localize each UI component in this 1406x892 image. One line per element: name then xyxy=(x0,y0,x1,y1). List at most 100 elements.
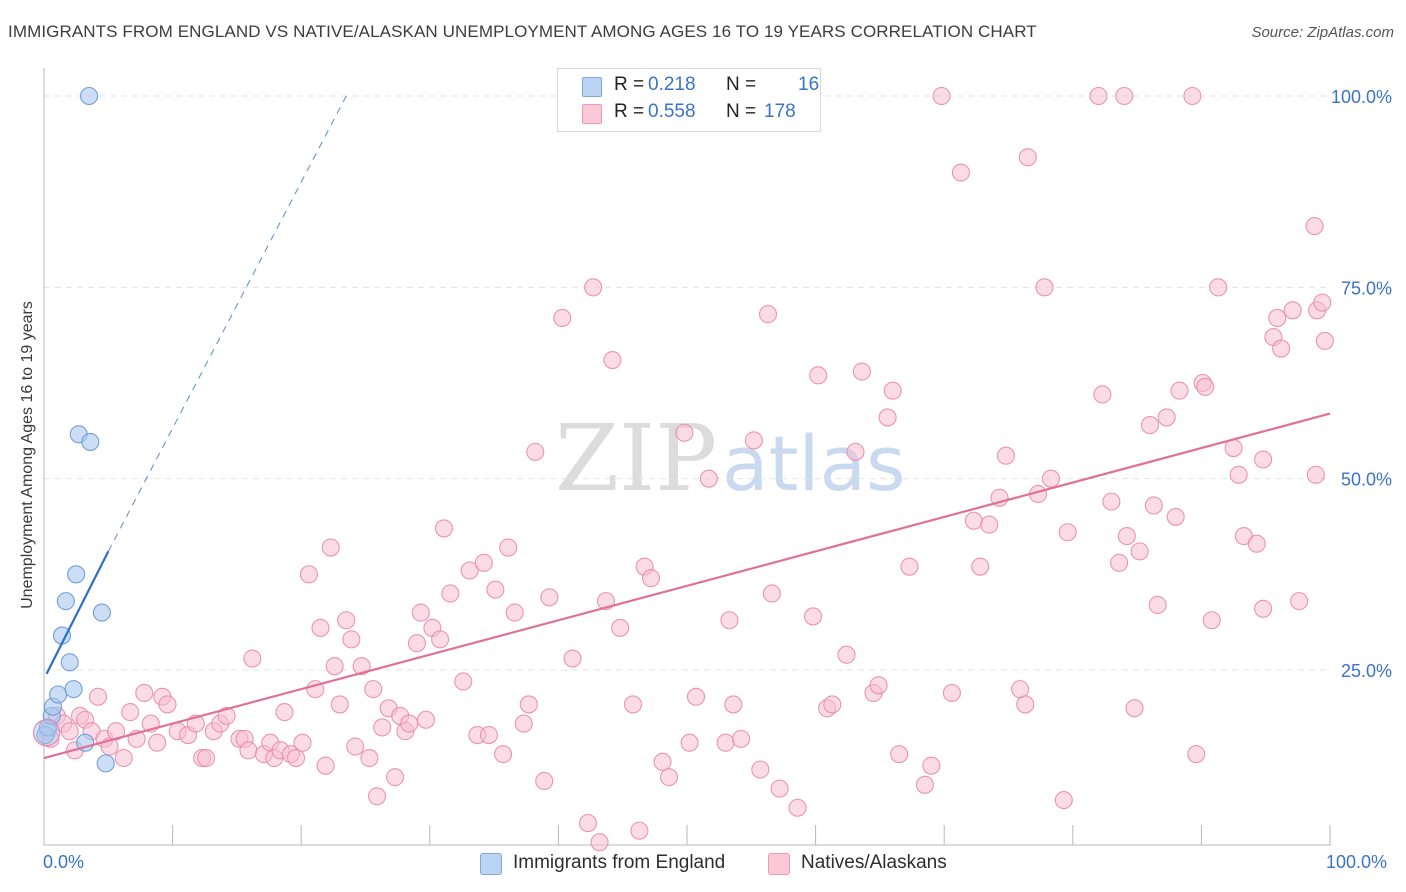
natives-alaskans-point xyxy=(486,580,505,599)
natives-alaskans-point xyxy=(217,706,236,725)
natives-alaskans-point xyxy=(680,733,699,752)
x-tick-label-min: 0.0% xyxy=(43,852,85,872)
natives-alaskans-point xyxy=(932,86,951,106)
gridlines xyxy=(44,95,1330,671)
watermark-zip: ZIP xyxy=(555,405,717,512)
natives-alaskans-point xyxy=(1170,381,1189,400)
natives-alaskans-point xyxy=(788,798,807,817)
natives-alaskans-point xyxy=(1254,599,1273,618)
natives-alaskans-point xyxy=(1115,86,1134,106)
natives-alaskans-point xyxy=(1130,542,1149,561)
legend-n-value: 16 xyxy=(798,74,820,95)
natives-alaskans-point xyxy=(641,569,661,588)
natives-alaskans-point xyxy=(846,442,865,461)
natives-alaskans-point xyxy=(1283,301,1302,320)
natives-alaskans-point xyxy=(1290,592,1309,611)
natives-alaskans-point xyxy=(373,718,392,737)
natives-alaskans-point xyxy=(1110,553,1129,572)
natives-alaskans-point xyxy=(499,538,518,557)
natives-alaskans-point xyxy=(964,511,983,530)
trend-lines xyxy=(43,95,1331,760)
natives-alaskans-point xyxy=(526,442,545,461)
natives-alaskans-point xyxy=(431,630,450,649)
natives-alaskans-point xyxy=(158,695,177,714)
natives-alaskans-point xyxy=(325,657,344,676)
natives-alaskans-point xyxy=(699,469,718,488)
natives-alaskans-point xyxy=(299,565,318,584)
natives-alaskans-point xyxy=(996,446,1015,465)
immigrants-england-point xyxy=(79,86,99,106)
legend-n-label: N = xyxy=(726,101,757,122)
legend-r-label: R = xyxy=(614,74,645,95)
natives-alaskans-point xyxy=(243,649,262,668)
y-tick-labels: 25.0% 50.0% 75.0% 100.0% xyxy=(1331,87,1392,681)
natives-alaskans-point xyxy=(770,779,789,798)
natives-alaskans-point xyxy=(724,695,743,714)
natives-alaskans-point xyxy=(837,645,856,664)
natives-alaskans-point xyxy=(148,733,167,752)
natives-alaskans-point xyxy=(883,381,902,400)
natives-alaskans-point xyxy=(603,350,622,370)
natives-alaskans-point xyxy=(1183,86,1202,106)
natives-alaskans-point xyxy=(971,557,990,576)
natives-alaskans-point xyxy=(368,787,387,806)
natives-alaskans-point xyxy=(915,775,934,794)
immigrants-trend-extension xyxy=(107,95,347,552)
natives-alaskans-point xyxy=(675,423,694,442)
natives-alaskans-point xyxy=(454,672,473,691)
natives-alaskans-point xyxy=(540,588,559,607)
natives-alaskans-point xyxy=(505,603,524,622)
natives-alaskans-point xyxy=(239,741,258,760)
natives-alaskans-point xyxy=(1018,148,1037,167)
natives-alaskans-point xyxy=(1117,527,1136,546)
natives-alaskans-point xyxy=(630,821,649,840)
bottom-legend-swatch-pink xyxy=(768,853,790,875)
natives-alaskans-point xyxy=(1011,680,1030,699)
natives-alaskans-point xyxy=(400,714,419,733)
natives-alaskans-point xyxy=(590,833,609,852)
immigrants-england-point xyxy=(56,592,75,611)
natives-alaskans-point xyxy=(1166,507,1185,526)
natives-alaskans-point xyxy=(1089,86,1108,106)
natives-alaskans-point xyxy=(1016,695,1035,714)
natives-alaskans-point xyxy=(1041,469,1060,488)
immigrants-england-point xyxy=(96,754,115,773)
natives-alaskans-point xyxy=(275,703,294,722)
natives-alaskans-point xyxy=(121,703,140,722)
natives-alaskans-point xyxy=(352,657,371,676)
immigrants-england-point xyxy=(81,432,100,451)
bottom-legend-label: Natives/Alaskans xyxy=(801,852,947,873)
natives-alaskans-points xyxy=(38,86,1334,852)
natives-alaskans-point xyxy=(762,584,781,603)
bottom-legend-label: Immigrants from England xyxy=(513,852,726,873)
natives-alaskans-point xyxy=(360,748,379,768)
natives-alaskans-point xyxy=(311,618,330,637)
natives-alaskans-point xyxy=(60,722,79,741)
source-credit: Source: ZipAtlas.com xyxy=(1251,24,1394,41)
natives-alaskans-point xyxy=(1247,534,1266,553)
y-tick-label: 25.0% xyxy=(1341,661,1392,681)
natives-alaskans-point xyxy=(900,557,919,576)
legend-r-label: R = xyxy=(614,101,645,122)
natives-alaskans-point xyxy=(1187,745,1206,764)
natives-alaskans-point xyxy=(758,305,778,324)
natives-alaskans-point xyxy=(346,737,365,756)
natives-alaskans-point xyxy=(852,362,871,381)
natives-alaskans-point xyxy=(460,561,479,580)
legend-swatch-pink xyxy=(582,104,602,124)
natives-alaskans-point xyxy=(342,630,361,649)
natives-alaskans-point xyxy=(1035,278,1054,297)
immigrants-england-point xyxy=(67,565,86,584)
natives-alaskans-point xyxy=(1157,408,1176,427)
natives-alaskans-point xyxy=(1209,278,1228,297)
correlation-legend: R = 0.218 N = 16 R = 0.558 N = 178 xyxy=(557,68,821,132)
natives-alaskans-point xyxy=(809,366,828,385)
natives-alaskans-point xyxy=(1254,450,1273,469)
natives-alaskans-point xyxy=(494,745,513,764)
natives-alaskans-point xyxy=(287,748,306,768)
immigrants-england-point xyxy=(92,603,111,622)
natives-alaskans-point xyxy=(1313,293,1332,312)
natives-alaskans-point xyxy=(653,752,672,771)
natives-alaskans-point xyxy=(922,756,941,775)
